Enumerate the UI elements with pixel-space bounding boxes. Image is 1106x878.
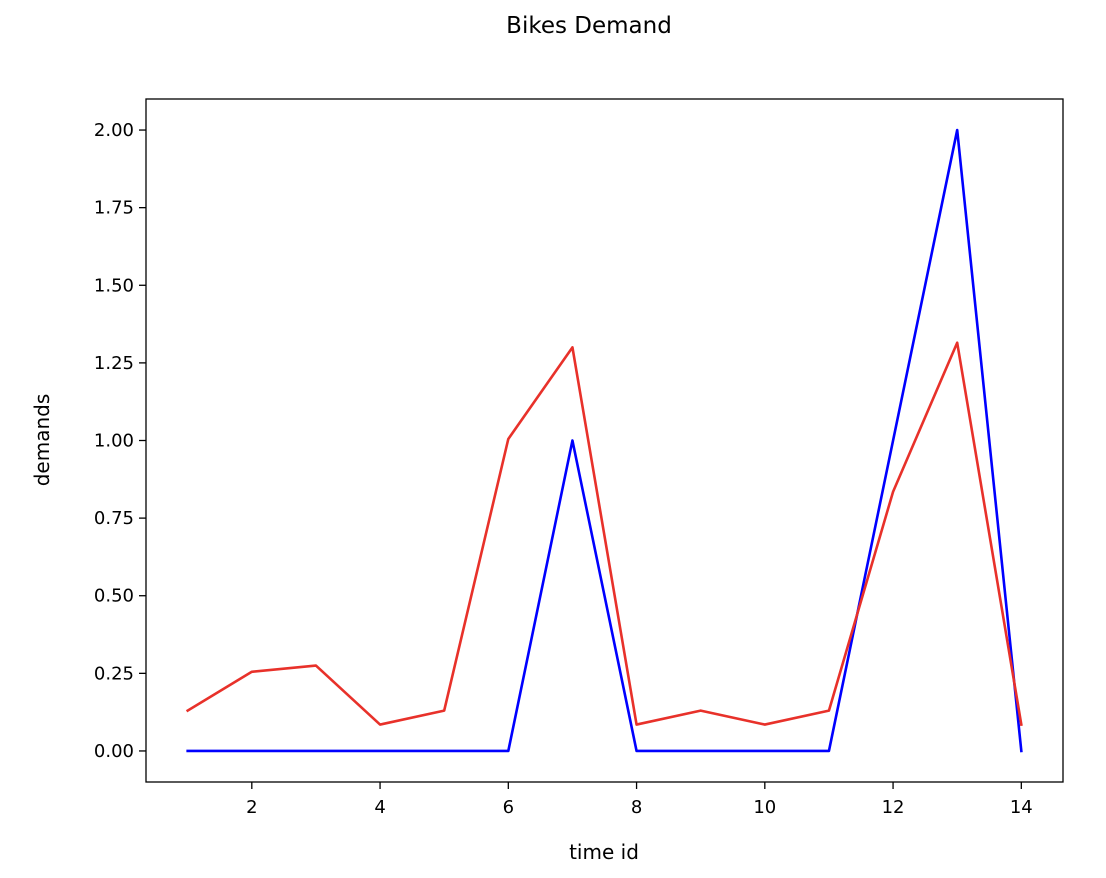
y-tick-label: 1.00 xyxy=(94,431,134,452)
x-tick-label: 14 xyxy=(1010,797,1033,818)
y-tick-label: 0.25 xyxy=(94,663,134,684)
y-tick-label: 0.50 xyxy=(94,586,134,607)
y-axis-label: demands xyxy=(30,394,54,487)
y-tick-label: 0.75 xyxy=(94,508,134,529)
x-tick-label: 6 xyxy=(503,797,514,818)
y-tick-label: 1.25 xyxy=(94,353,134,374)
chart-title: Bikes Demand xyxy=(506,13,672,39)
y-axis-ticks: 0.00 0.25 0.50 0.75 1.00 1.25 1.50 1.75 2.00 xyxy=(94,120,146,762)
y-tick-label: 1.50 xyxy=(94,275,134,296)
x-axis-label: time id xyxy=(569,840,639,864)
plot-lines xyxy=(185,128,1023,753)
series-line-2 xyxy=(185,341,1023,727)
x-tick-label: 4 xyxy=(374,797,385,818)
series-line-1 xyxy=(186,128,1023,753)
x-tick-label: 2 xyxy=(246,797,257,818)
y-tick-label: 0.00 xyxy=(94,741,134,762)
x-tick-label: 12 xyxy=(882,797,905,818)
plot-frame xyxy=(145,98,1064,783)
x-tick-label: 10 xyxy=(753,797,776,818)
x-tick-label: 8 xyxy=(631,797,642,818)
y-tick-label: 1.75 xyxy=(94,198,134,219)
x-axis-ticks: 2 4 6 8 10 12 14 xyxy=(246,782,1033,818)
y-tick-label: 2.00 xyxy=(94,120,134,141)
